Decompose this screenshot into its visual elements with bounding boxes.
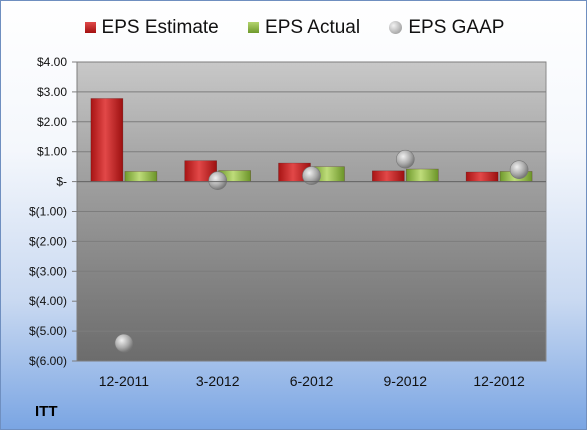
bar-eps-estimate bbox=[465, 171, 499, 182]
y-tick-label: $(3.00) bbox=[29, 264, 67, 278]
marker-eps-gaap bbox=[509, 160, 529, 179]
bar-eps-estimate bbox=[90, 98, 124, 182]
marker-eps-gaap bbox=[395, 149, 415, 169]
legend-marker-eps-gaap bbox=[389, 21, 403, 35]
legend-item-eps-gaap: EPS GAAP bbox=[389, 17, 504, 39]
y-tick-label: $(1.00) bbox=[29, 205, 67, 219]
x-tick-label: 6-2012 bbox=[290, 373, 334, 389]
y-tick-label: $(2.00) bbox=[29, 234, 67, 248]
bar-eps-estimate bbox=[371, 170, 405, 182]
y-tick-label: $(6.00) bbox=[29, 354, 67, 368]
legend-swatch-eps-estimate bbox=[84, 22, 96, 34]
x-tick-label: 9-2012 bbox=[384, 373, 428, 389]
bar-eps-actual bbox=[405, 168, 439, 182]
y-tick-label: $3.00 bbox=[37, 85, 67, 99]
x-tick-label: 3-2012 bbox=[196, 373, 240, 389]
marker-eps-gaap bbox=[302, 166, 321, 185]
chart-legend: EPS Estimate EPS Actual EPS GAAP bbox=[1, 17, 586, 39]
x-tick-label: 12-2011 bbox=[99, 373, 150, 389]
y-tick-label: $(5.00) bbox=[29, 324, 67, 338]
x-tick-label: 12-2012 bbox=[473, 373, 525, 389]
legend-item-eps-actual: EPS Actual bbox=[248, 17, 360, 39]
ticker-label: ITT bbox=[35, 403, 58, 420]
y-tick-label: $(4.00) bbox=[29, 294, 67, 308]
legend-label-eps-gaap: EPS GAAP bbox=[408, 17, 505, 38]
bar-eps-actual bbox=[124, 171, 158, 182]
legend-label-eps-estimate: EPS Estimate bbox=[101, 17, 219, 38]
y-tick-label: $1.00 bbox=[37, 145, 67, 159]
marker-eps-gaap bbox=[208, 171, 227, 191]
legend-swatch-eps-actual bbox=[248, 22, 260, 34]
legend-item-eps-estimate: EPS Estimate bbox=[84, 17, 219, 39]
y-tick-label: $4.00 bbox=[37, 55, 67, 69]
legend-label-eps-actual: EPS Actual bbox=[265, 17, 361, 38]
marker-eps-gaap bbox=[114, 333, 134, 353]
y-tick-label: $2.00 bbox=[37, 115, 67, 129]
y-tick-label: $- bbox=[56, 175, 67, 189]
